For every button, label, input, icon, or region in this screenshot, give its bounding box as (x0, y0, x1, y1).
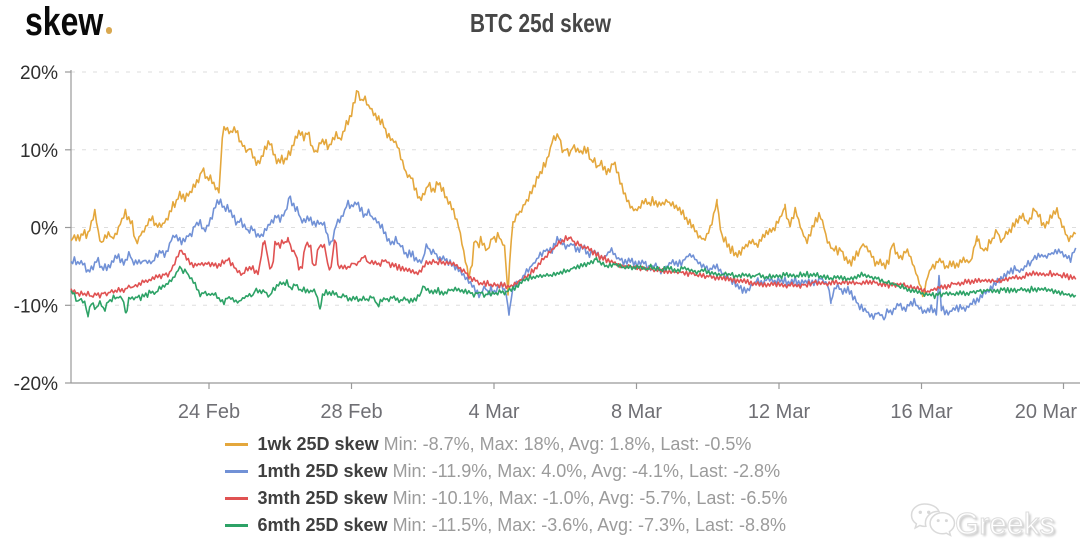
svg-text:4 Mar: 4 Mar (468, 401, 519, 423)
svg-text:12 Mar: 12 Mar (748, 401, 811, 423)
svg-text:28 Feb: 28 Feb (320, 401, 382, 423)
svg-text:8 Mar: 8 Mar (611, 401, 662, 423)
svg-text:20%: 20% (20, 63, 58, 84)
svg-text:0%: 0% (31, 219, 59, 240)
svg-text:-10%: -10% (14, 296, 58, 317)
svg-text:20 Mar: 20 Mar (1015, 401, 1078, 423)
svg-text:16 Mar: 16 Mar (890, 401, 953, 423)
svg-text:24 Feb: 24 Feb (178, 401, 240, 423)
svg-text:-20%: -20% (14, 374, 58, 395)
svg-text:10%: 10% (20, 141, 58, 162)
